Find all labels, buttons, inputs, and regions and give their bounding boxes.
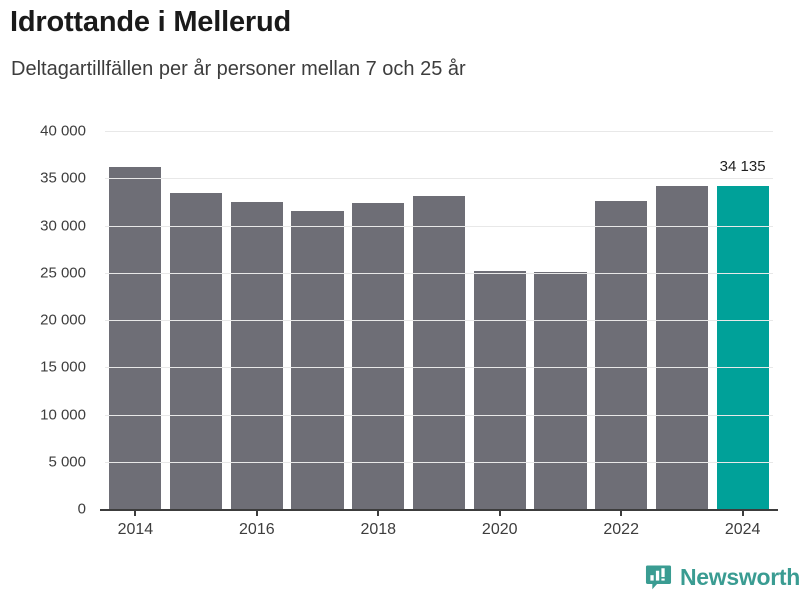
- bar-value-label: 34 135: [719, 158, 766, 176]
- gridline: [105, 178, 773, 180]
- bar-2023: [655, 185, 708, 509]
- bar-2017: [291, 210, 344, 509]
- brand-name: Newsworthy: [680, 564, 800, 590]
- y-axis-tick-label: 10 000: [40, 406, 86, 423]
- x-axis-tick-mark: [498, 509, 501, 516]
- gridline: [105, 131, 773, 132]
- x-axis-tick-label: 2020: [481, 521, 518, 538]
- y-axis-tick-label: 20 000: [40, 311, 86, 329]
- bar-2022: [595, 201, 648, 509]
- x-axis-tick-mark: [741, 509, 744, 516]
- x-axis-tick-label: 2018: [360, 521, 397, 538]
- y-axis-tick-label: 30 000: [40, 217, 86, 234]
- gridline: [105, 225, 773, 227]
- x-axis-line: [100, 509, 778, 511]
- newsworthy-logo: Newsworthy: [645, 564, 800, 591]
- bar-2018: [352, 203, 405, 509]
- gridline: [105, 461, 773, 463]
- bar-2014: [109, 166, 162, 509]
- chart-subtitle: Deltagartillfällen per år personer mella…: [11, 58, 466, 80]
- y-axis-tick-label: 25 000: [40, 264, 86, 282]
- y-axis-tick-label: 15 000: [40, 358, 86, 376]
- y-axis-tick-label: 40 000: [40, 122, 86, 140]
- page-title: Idrottande i Mellerud: [10, 6, 291, 38]
- gridline: [105, 367, 773, 369]
- bar-chart-speech-bubble-icon: [645, 565, 672, 590]
- x-axis-tick-mark: [255, 509, 258, 516]
- x-axis-tick-label: 2024: [724, 521, 761, 538]
- bar-2024: [716, 186, 769, 509]
- y-axis-tick-label: 35 000: [40, 169, 86, 187]
- bar-2015: [169, 193, 223, 509]
- bar-2016: [230, 202, 283, 509]
- x-axis-tick-mark: [620, 509, 623, 516]
- gridline: [105, 414, 773, 416]
- bar-2021: [534, 271, 587, 509]
- x-axis-tick-mark: [377, 509, 380, 516]
- x-axis-tick-label: 2022: [603, 521, 639, 538]
- plot-area: [105, 131, 773, 509]
- x-axis-tick-label: 2016: [239, 521, 275, 538]
- x-axis-tick-mark: [134, 509, 137, 516]
- y-axis-tick-label: 0: [77, 500, 86, 518]
- bar-2020: [473, 270, 526, 509]
- gridline: [105, 272, 773, 274]
- bar-2019: [412, 195, 466, 509]
- gridline: [105, 320, 773, 321]
- x-axis-tick-label: 2014: [117, 521, 154, 538]
- y-axis-tick-label: 5 000: [48, 453, 86, 471]
